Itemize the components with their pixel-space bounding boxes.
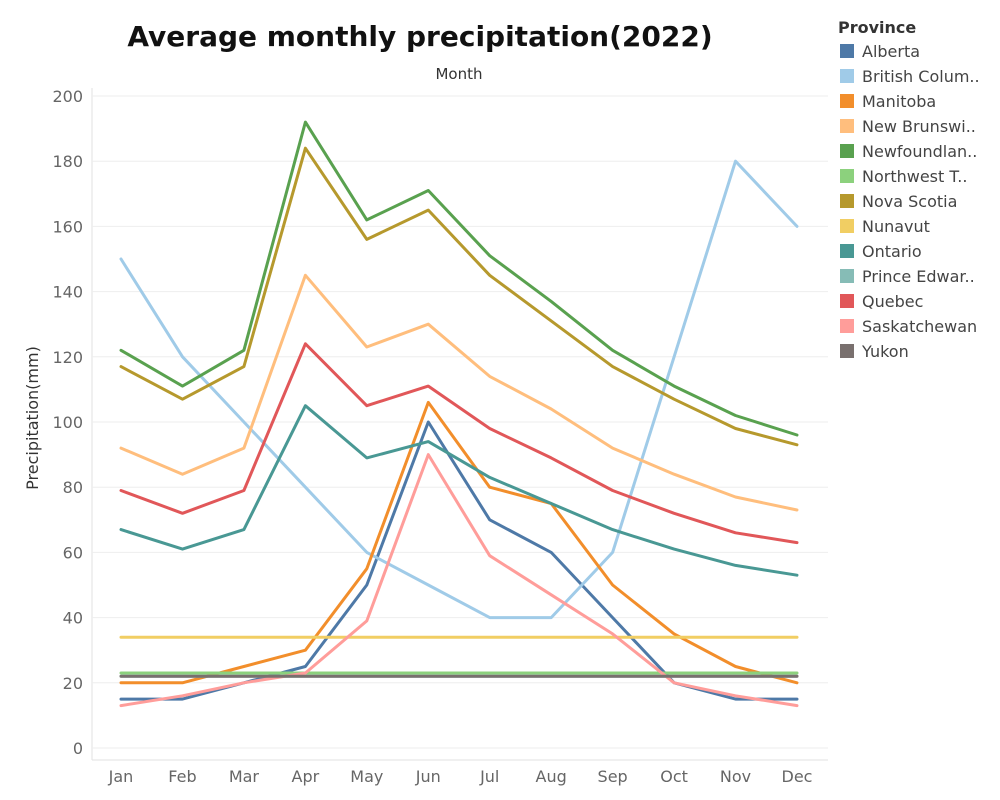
series-line (119, 453, 799, 708)
gridlines (92, 95, 828, 749)
legend-swatch (840, 119, 854, 133)
legend-label: Nova Scotia (862, 192, 957, 211)
x-axis-ticks: Jan Feb Mar Apr May Jun Jul Aug Sep Oct Nov Dec (108, 767, 813, 786)
legend-swatch (840, 344, 854, 358)
y-tick-label: 20 (63, 674, 83, 693)
y-tick-label: 40 (63, 609, 83, 628)
legend-swatch (840, 319, 854, 333)
series-line (119, 404, 799, 577)
legend-swatch (840, 94, 854, 108)
series-line (119, 159, 799, 620)
legend-label: Quebec (862, 292, 923, 311)
legend-item[interactable]: Newfoundlan.. (840, 142, 977, 161)
legend-item[interactable]: British Colum.. (840, 67, 980, 86)
legend-swatch (840, 144, 854, 158)
legend-label: Yukon (861, 342, 909, 361)
y-tick-label: 180 (52, 152, 83, 171)
legend-label: British Colum.. (862, 67, 980, 86)
legend-item[interactable]: Manitoba (840, 92, 936, 111)
legend-swatch (840, 69, 854, 83)
chart-title: Average monthly precipitation(2022) (127, 20, 712, 53)
legend-item[interactable]: Ontario (840, 242, 922, 261)
x-tick-label: Jan (108, 767, 134, 786)
series-line (119, 146, 799, 447)
series-lines (119, 120, 799, 708)
legend-item[interactable]: Nunavut (840, 217, 930, 236)
legend-swatch (840, 294, 854, 308)
legend-item[interactable]: Alberta (840, 42, 920, 61)
legend-label: Manitoba (862, 92, 936, 111)
legend-label: Saskatchewan (862, 317, 977, 336)
legend-items: Alberta British Colum.. Manitoba New Brunsw… (840, 42, 980, 361)
legend-label: Northwest T.. (862, 167, 967, 186)
y-tick-label: 80 (63, 478, 83, 497)
x-tick-label: Oct (660, 767, 688, 786)
y-tick-label: 60 (63, 543, 83, 562)
legend-item[interactable]: Prince Edwar.. (840, 267, 975, 286)
legend-label: Newfoundlan.. (862, 142, 977, 161)
x-group-label: Month (435, 65, 482, 83)
legend-item[interactable]: Yukon (840, 342, 909, 361)
y-tick-label: 140 (52, 283, 83, 302)
x-tick-label: Feb (168, 767, 196, 786)
x-tick-label: Jun (415, 767, 441, 786)
legend-item[interactable]: New Brunswi.. (840, 117, 976, 136)
series-line (119, 400, 799, 685)
legend-swatch (840, 244, 854, 258)
legend-swatch (840, 44, 854, 58)
series-line (119, 420, 799, 701)
legend-label: New Brunswi.. (862, 117, 976, 136)
legend-swatch (840, 169, 854, 183)
legend-label: Nunavut (862, 217, 930, 236)
x-tick-label: Apr (292, 767, 320, 786)
legend-item[interactable]: Quebec (840, 292, 923, 311)
legend-item[interactable]: Saskatchewan (840, 317, 977, 336)
legend-label: Ontario (862, 242, 922, 261)
legend-label: Prince Edwar.. (862, 267, 975, 286)
legend-label: Alberta (862, 42, 920, 61)
x-tick-label: May (350, 767, 383, 786)
y-axis-label: Precipitation(mm) (23, 346, 42, 490)
series-line (119, 273, 799, 512)
y-tick-label: 100 (52, 413, 83, 432)
y-tick-label: 0 (73, 739, 83, 758)
legend-item[interactable]: Northwest T.. (840, 167, 967, 186)
x-tick-label: Nov (720, 767, 751, 786)
y-tick-label: 120 (52, 348, 83, 367)
x-tick-label: Jul (479, 767, 499, 786)
y-axis-ticks: 0 20 40 60 80 100 120 140 160 180 200 (52, 87, 83, 758)
legend-item[interactable]: Nova Scotia (840, 192, 957, 211)
x-tick-label: Sep (598, 767, 628, 786)
legend[interactable]: Province Alberta British Colum.. Manitoba N… (838, 18, 980, 361)
y-tick-label: 160 (52, 217, 83, 236)
legend-title: Province (838, 18, 916, 37)
series-line (119, 120, 799, 437)
x-tick-label: Dec (782, 767, 813, 786)
x-tick-label: Mar (229, 767, 260, 786)
legend-swatch (840, 194, 854, 208)
x-tick-label: Aug (536, 767, 567, 786)
plot-frame (91, 88, 828, 761)
legend-swatch (840, 269, 854, 283)
legend-swatch (840, 219, 854, 233)
y-tick-label: 200 (52, 87, 83, 106)
series-line (119, 342, 799, 545)
